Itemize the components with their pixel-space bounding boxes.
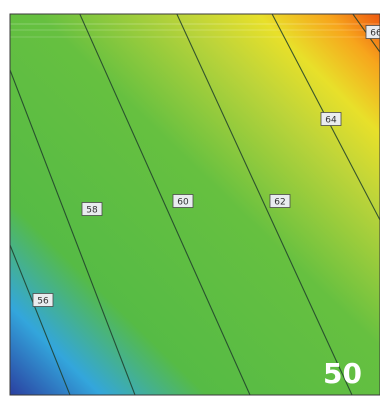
contour-line-62 xyxy=(176,14,353,395)
contour-label-box-56 xyxy=(32,293,54,307)
contour-label-58: 58 xyxy=(86,206,98,216)
contour-label-box-58 xyxy=(81,202,103,216)
contour-label-64: 64 xyxy=(325,116,337,126)
contour-label-60: 60 xyxy=(177,198,189,208)
contour-label-56: 56 xyxy=(37,297,49,307)
contour-labels: 56 58 60 62 64 66 xyxy=(32,25,380,307)
figure-number-badge: 50 xyxy=(323,357,362,390)
contour-label-box-62 xyxy=(269,194,291,208)
contour-lines xyxy=(10,14,380,395)
contour-label-62: 62 xyxy=(274,198,285,208)
contour-line-60 xyxy=(79,14,251,395)
contour-line-58 xyxy=(10,69,136,395)
scan-lines xyxy=(10,23,380,38)
contour-line-56 xyxy=(10,244,71,395)
contour-label-box-60 xyxy=(172,194,194,208)
plot-border xyxy=(9,13,380,396)
contour-label-box-64 xyxy=(320,112,342,126)
contour-label-66: 66 xyxy=(370,29,380,39)
contour-label-box-66 xyxy=(365,25,380,39)
heatmap-field xyxy=(10,14,380,395)
